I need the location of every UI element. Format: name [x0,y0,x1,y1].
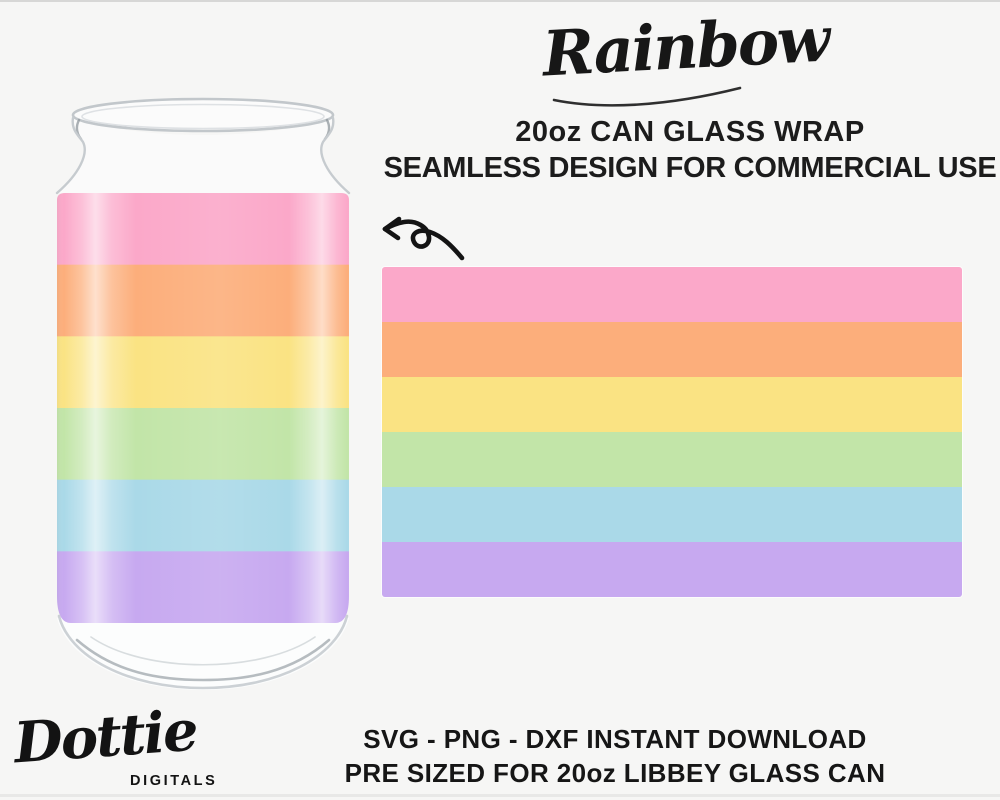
image-bottom-edge [0,794,1000,797]
curly-arrow-icon [382,216,465,261]
arrow-shaft [382,219,465,261]
flat-stripe-pink [382,267,962,322]
title-script: Rainbow [540,2,831,91]
glass-can-mockup [55,97,351,690]
flat-stripe-yellow [382,377,962,432]
arrow-barb-top [382,216,402,232]
footer-line2: PRE SIZED FOR 20oz LIBBEY GLASS CAN [344,758,886,788]
arrow-barb-bottom [382,226,401,241]
can-base-fill [57,618,349,690]
can-bottom-inner [75,638,331,682]
footer-line1: SVG - PNG - DXF INSTANT DOWNLOAD [363,724,867,754]
can-neck-fill [57,118,349,193]
can-glass-highlight [57,193,349,623]
can-bottom-outer [57,614,349,690]
flat-wrap-panel [382,267,962,597]
flat-stripe-green [382,432,962,487]
header-line2: SEAMLESS DESIGN FOR COMMERCIAL USE [383,152,997,184]
header-line1: 20oz CAN GLASS WRAP [515,116,865,148]
can-neck-right [320,116,351,195]
can-rim-outer [71,97,335,133]
flat-stripe-purple [382,542,962,597]
image-top-edge [0,0,1000,2]
flat-stripe-orange [382,322,962,377]
can-neck-left [55,116,86,195]
can-rim-inner [81,103,325,130]
title-underline-flourish [552,86,742,107]
logo-caps: DIGITALS [130,773,218,789]
flat-stripe-blue [382,487,962,542]
logo-script: Dottie [11,697,199,777]
can-bottom-faint [90,636,316,666]
flourish-stroke [552,86,742,107]
